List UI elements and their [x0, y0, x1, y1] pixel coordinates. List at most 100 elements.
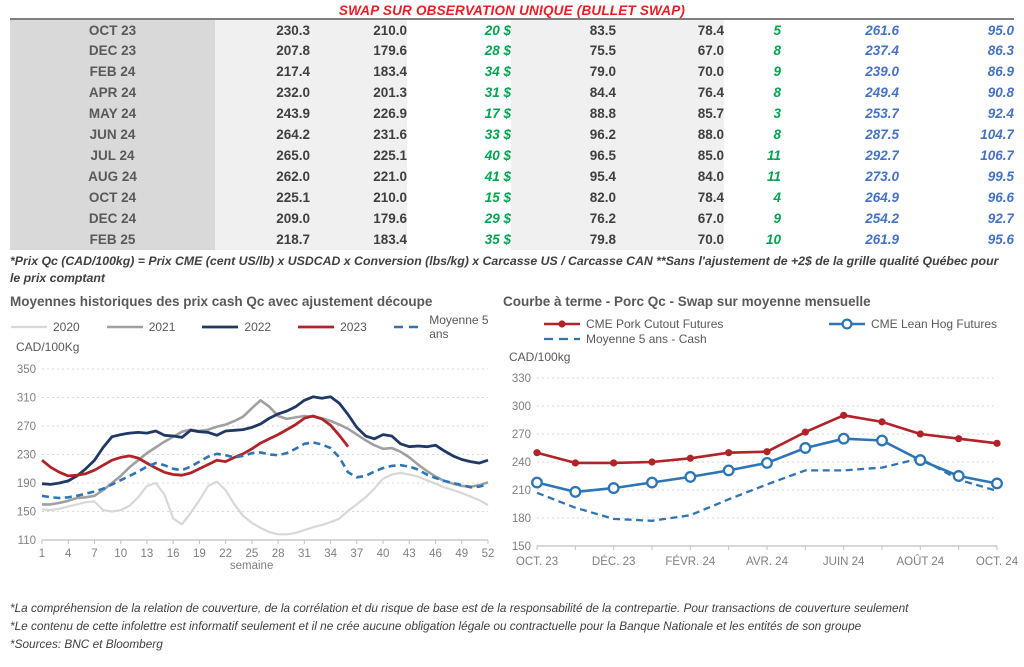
value-cell: 249.4: [781, 82, 899, 103]
y-tick-label: 270: [17, 421, 36, 433]
value-cell: 183.4: [310, 61, 407, 82]
x-axis: OCT. 23 DÉC. 23 FÉVR. 24 AVR. 24 JUIN 24 AOÛT…: [516, 546, 1019, 568]
value-cell: 88.8: [511, 103, 616, 124]
value-cell: 210.0: [310, 19, 407, 40]
value-cell: 29 $: [407, 208, 511, 229]
series-2021: [42, 399, 489, 506]
value-cell: 254.2: [781, 208, 899, 229]
table-row: APR 24 232.0 201.3 31 $84.4 76.4 8 249.4 90.8: [10, 82, 1014, 103]
x-tick-label: 40: [377, 548, 390, 560]
value-cell: 11: [724, 145, 781, 166]
month-cell: DEC 24: [10, 208, 215, 229]
value-cell: 20 $: [407, 19, 511, 40]
value-cell: 34 $: [407, 61, 511, 82]
x-tick-label: 25: [245, 548, 258, 560]
disclaimer-line: *La compréhension de la relation de couv…: [10, 601, 909, 616]
table-row: JUN 24 264.2 231.6 33 $96.2 88.0 8 287.5 104.7: [10, 124, 1014, 145]
x-tick-label: 46: [429, 548, 442, 560]
value-cell: 209.0: [215, 208, 310, 229]
value-cell: 179.6: [310, 40, 407, 61]
value-cell: 217.4: [215, 61, 310, 82]
x-tick-label: OCT. 24: [976, 556, 1019, 568]
value-cell: 82.0: [511, 187, 616, 208]
month-cell: JUN 24: [10, 124, 215, 145]
legend-swatch-icon: [202, 325, 239, 329]
legend-item-2021: 2021: [106, 318, 175, 336]
value-cell: 261.6: [781, 19, 899, 40]
month-cell: DEC 23: [10, 40, 215, 61]
disclaimer-notes: *La compréhension de la relation de couv…: [10, 600, 1024, 653]
value-cell: 232.0: [215, 82, 310, 103]
value-cell: 31 $: [407, 82, 511, 103]
value-cell: 10: [724, 229, 781, 250]
forward-curve-line-chart: 150 180 210 240 270 300 330 OCT. 23 DÉC. 23 FÉVR.…: [512, 373, 1019, 568]
value-cell: 90.8: [899, 82, 1014, 103]
value-cell: 226.9: [310, 103, 407, 124]
legend-swatch-icon: [544, 320, 580, 328]
month-cell: FEB 25: [10, 229, 215, 250]
value-cell: 41 $: [407, 166, 511, 187]
series-markers: [531, 432, 1003, 499]
value-cell: 225.1: [215, 187, 310, 208]
value-cell: 183.4: [310, 229, 407, 250]
value-cell: 207.8: [215, 40, 310, 61]
value-cell: 28 $: [407, 40, 511, 61]
x-tick-label: FÉVR. 24: [665, 555, 715, 568]
y-tick-label: 110: [18, 535, 36, 547]
value-cell: 264.2: [215, 124, 310, 145]
y-tick-label: 310: [17, 393, 36, 405]
table-row: OCT 24 225.1 210.0 15 $82.0 78.4 4 264.9 96.6: [10, 187, 1014, 208]
value-cell: 76.4: [616, 82, 724, 103]
page-title: SWAP SUR OBSERVATION UNIQUE (BULLET SWAP…: [338, 3, 686, 18]
value-cell: 85.0: [616, 145, 724, 166]
legend-item-cme-pork-cutout-futures: CME Pork Cutout Futures: [543, 317, 828, 331]
value-cell: 237.4: [781, 40, 899, 61]
month-cell: AUG 24: [10, 166, 215, 187]
series-Moyenne 5 ans: [41, 441, 489, 500]
value-cell: 79.0: [511, 61, 616, 82]
y-tick-label: 210: [512, 485, 531, 497]
value-cell: 96.5: [511, 145, 616, 166]
gridlines: [42, 368, 488, 541]
value-cell: 265.0: [215, 145, 310, 166]
x-tick-label: 1: [39, 548, 45, 560]
y-axis-unit: CAD/100kg: [509, 350, 571, 365]
x-tick-label: AOÛT 24: [896, 555, 944, 568]
x-axis: 1 4 7 10 13 16 19 22 25 28 31 34 37 40 43 46 49 52: [39, 540, 494, 560]
value-cell: 33 $: [407, 124, 511, 145]
value-cell: 9: [724, 208, 781, 229]
x-tick-label: 16: [167, 548, 180, 560]
value-cell: 287.5: [781, 124, 899, 145]
value-cell: 99.5: [899, 166, 1014, 187]
x-tick-label: DÉC. 23: [592, 555, 635, 568]
value-cell: 243.9: [215, 103, 310, 124]
legend-swatch-icon: [298, 325, 335, 329]
value-cell: 201.3: [310, 82, 407, 103]
swap-table: OCT 23 230.3 210.0 20 $83.5 78.4 5 261.6 95.0 DE…: [10, 18, 1014, 250]
legend-label: 2023: [340, 320, 367, 335]
legend-item-moyenne-5-ans: Moyenne 5 ans: [393, 313, 497, 341]
value-cell: 9: [724, 61, 781, 82]
value-cell: 15 $: [407, 187, 511, 208]
chart-title: Courbe à terme - Porc Qc - Swap sur moye…: [503, 294, 871, 310]
value-cell: 104.7: [899, 124, 1014, 145]
value-cell: 96.2: [511, 124, 616, 145]
table-row: DEC 24 209.0 179.6 29 $76.2 67.0 9 254.2 92.7: [10, 208, 1014, 229]
value-cell: 239.0: [781, 61, 899, 82]
legend-swatch-icon: [544, 338, 580, 341]
legend-item-2023: 2023: [297, 318, 367, 336]
legend-label: 2022: [244, 320, 272, 335]
month-cell: OCT 24: [10, 187, 215, 208]
y-tick-label: 180: [512, 513, 531, 525]
value-cell: 95.6: [899, 229, 1014, 250]
value-cell: 221.0: [310, 166, 407, 187]
legend-item-moyenne-5-ans-cash: Moyenne 5 ans - Cash: [543, 332, 828, 346]
value-cell: 179.6: [310, 208, 407, 229]
legend-swatch-icon: [106, 325, 143, 329]
y-tick-label: 270: [512, 429, 531, 441]
legend-swatch-icon: [829, 318, 865, 330]
x-axis-title: semaine: [230, 560, 273, 572]
value-cell: 76.2: [511, 208, 616, 229]
x-tick-label: 19: [193, 548, 206, 560]
legend-label: CME Lean Hog Futures: [871, 317, 998, 332]
